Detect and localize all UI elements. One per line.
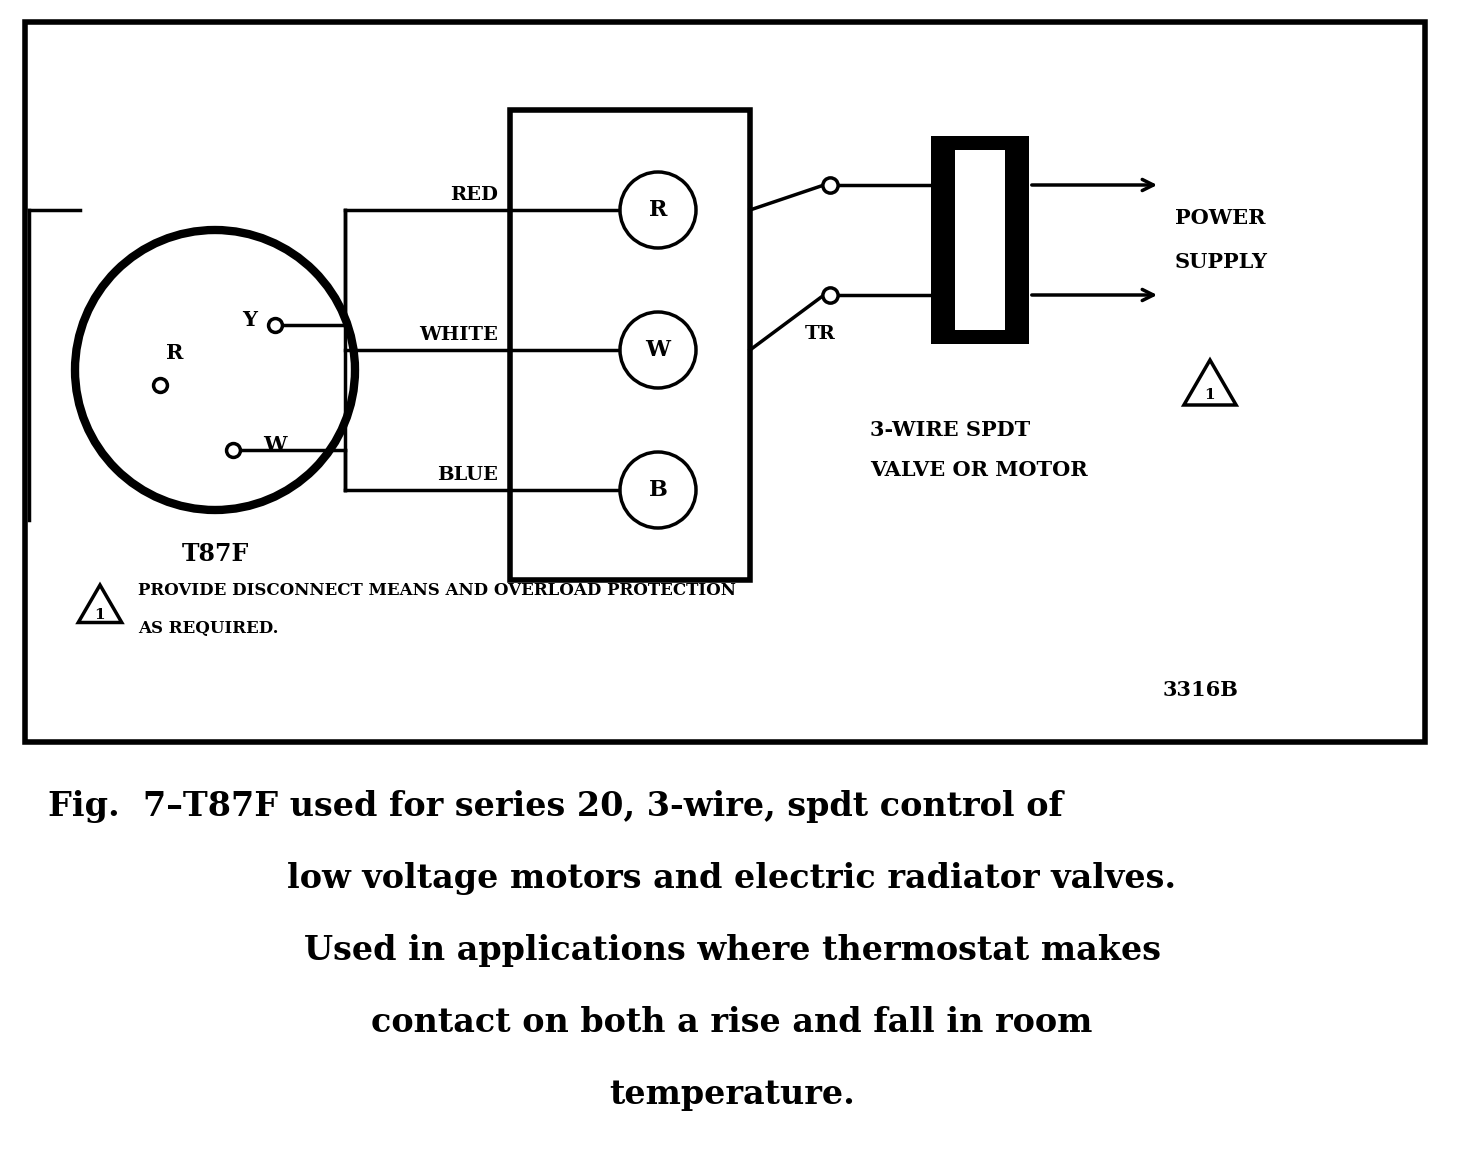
Bar <box>25 22 1424 742</box>
Text: WHITE: WHITE <box>419 325 498 344</box>
Polygon shape <box>1184 360 1236 405</box>
Text: 3316B: 3316B <box>1162 680 1239 700</box>
Text: POWER: POWER <box>1176 208 1265 228</box>
Text: 1: 1 <box>95 608 105 622</box>
Text: T87F: T87F <box>182 542 249 566</box>
Text: W: W <box>264 435 287 455</box>
Text: 3-WIRE SPDT: 3-WIRE SPDT <box>870 420 1031 440</box>
Text: Y: Y <box>242 310 258 330</box>
Text: R: R <box>167 343 183 363</box>
Text: AS REQUIRED.: AS REQUIRED. <box>138 620 278 637</box>
Text: BLUE: BLUE <box>438 466 498 484</box>
Text: Fig.  7–T87F used for series 20, 3-wire, spdt control of: Fig. 7–T87F used for series 20, 3-wire, … <box>48 790 1063 823</box>
Circle shape <box>619 172 695 248</box>
Text: Used in applications where thermostat makes: Used in applications where thermostat ma… <box>303 934 1161 967</box>
Text: low voltage motors and electric radiator valves.: low voltage motors and electric radiator… <box>287 862 1177 895</box>
Text: contact on both a rise and fall in room: contact on both a rise and fall in room <box>372 1006 1092 1038</box>
Text: TR: TR <box>805 325 836 343</box>
Bar <box>509 110 750 580</box>
Circle shape <box>619 312 695 388</box>
Text: 1: 1 <box>1205 388 1215 402</box>
Text: SUPPLY: SUPPLY <box>1176 252 1268 273</box>
Text: PROVIDE DISCONNECT MEANS AND OVERLOAD PROTECTION: PROVIDE DISCONNECT MEANS AND OVERLOAD PR… <box>138 582 736 599</box>
Text: VALVE OR MOTOR: VALVE OR MOTOR <box>870 460 1088 480</box>
Circle shape <box>619 452 695 528</box>
Text: W: W <box>646 339 671 361</box>
Bar <box>931 136 1029 344</box>
Polygon shape <box>78 585 122 622</box>
Bar <box>955 150 1004 330</box>
Text: temperature.: temperature. <box>609 1078 855 1111</box>
Text: B: B <box>649 480 668 501</box>
Text: R: R <box>649 199 668 221</box>
Circle shape <box>75 230 354 509</box>
Text: RED: RED <box>449 186 498 204</box>
